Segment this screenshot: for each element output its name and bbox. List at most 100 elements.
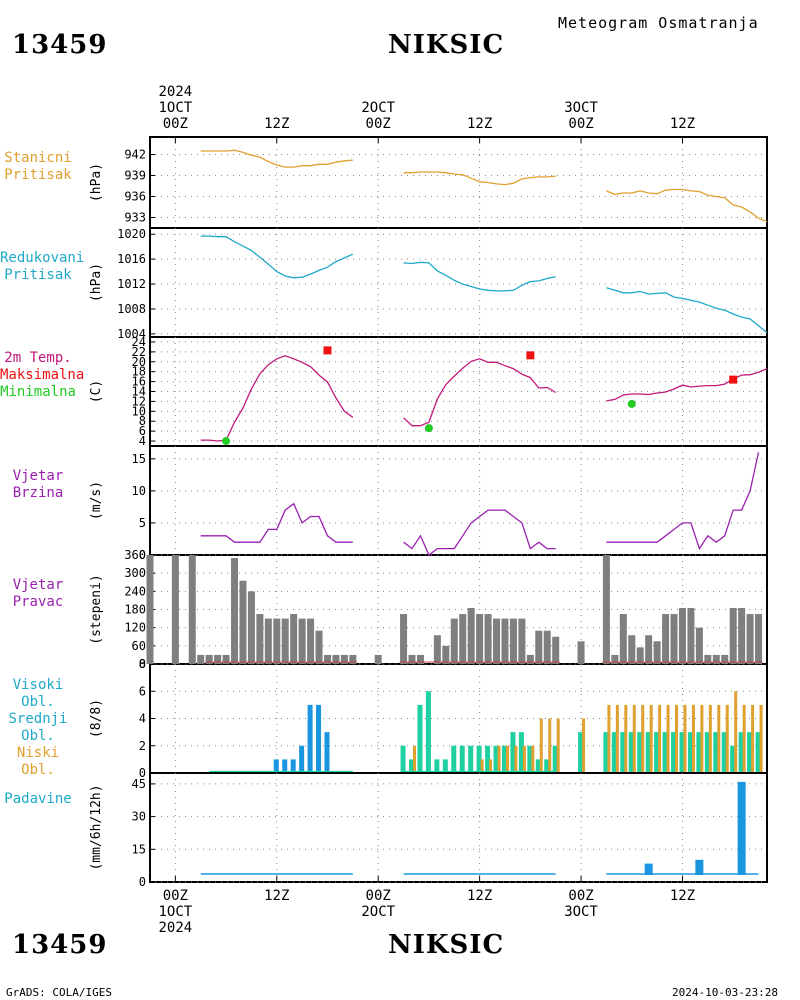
wind-direction-bar <box>340 654 348 664</box>
wind-direction-bar <box>484 614 492 664</box>
panel-label-temp: 2m Temp. Maksimalna Minimalna <box>0 350 84 401</box>
y-tick-label: 12 <box>132 394 146 408</box>
station-name-top: NIKSIC <box>388 30 505 60</box>
low-cloud-bar <box>607 704 611 772</box>
low-cloud-bar <box>658 704 662 772</box>
wind-direction-bar <box>171 555 179 664</box>
y-axis-unit: (C) <box>89 380 104 403</box>
wind-direction-bar <box>645 635 653 664</box>
wind-direction-bar <box>535 630 543 664</box>
wind-direction-bar <box>704 654 712 664</box>
wind-direction-bar <box>493 618 501 664</box>
wind-direction-bar <box>738 607 746 664</box>
low-cloud-bar <box>683 704 687 772</box>
panel-label-pressure: Stanicni Pritisak <box>0 150 76 184</box>
y-axis-unit: (mm/6h/12h) <box>89 784 104 870</box>
wind-direction-bar <box>214 654 222 664</box>
wind-direction-bar <box>628 635 636 664</box>
wind-direction-bar <box>695 627 703 664</box>
wind-direction-bar <box>315 630 323 664</box>
mid-cloud-bar <box>704 732 710 772</box>
temperature-line <box>200 355 354 442</box>
low-cloud-bar <box>480 759 484 772</box>
high-cloud-bar <box>316 704 322 772</box>
low-cloud-bar <box>548 718 552 772</box>
panel-label-line: Stanicni <box>4 149 72 166</box>
y-tick-label: 6 <box>139 684 146 698</box>
footer-timestamp: 2024-10-03-23:28 <box>672 986 778 999</box>
y-tick-label: 120 <box>124 621 146 635</box>
panel-label-line: Vjetar <box>12 467 64 484</box>
time-tick-label: 00Z 3OCT <box>551 888 611 920</box>
wind-direction-bar <box>332 654 340 664</box>
time-tick-line: 2024 <box>158 920 193 936</box>
mid-cloud-bar <box>687 732 693 772</box>
time-tick-line: 1OCT <box>158 100 193 116</box>
wind-speed-line <box>403 509 556 557</box>
time-tick-label: 2024 1OCT 00Z <box>145 84 205 132</box>
wind-direction-bar <box>416 654 424 664</box>
mid-cloud-bar <box>637 732 643 772</box>
wind-direction-bar <box>755 614 763 664</box>
low-cloud-bar <box>632 704 636 772</box>
time-tick-line: 00Z <box>568 888 594 904</box>
low-cloud-bar <box>725 704 729 772</box>
mid-cloud-bar <box>611 732 617 772</box>
min-temp-marker <box>627 399 636 408</box>
y-tick-label: 8 <box>139 414 146 428</box>
time-tick-line: 3OCT <box>564 904 598 920</box>
time-tick-label: 2OCT 00Z <box>348 100 408 132</box>
low-cloud-bar <box>531 745 535 772</box>
panel-label-line: Vjetar <box>12 576 64 593</box>
wind-direction-bar <box>552 636 560 664</box>
wind-direction-bar <box>273 618 281 664</box>
temperature-line <box>403 358 557 427</box>
precip-bar <box>737 781 746 875</box>
low-cloud-bar <box>691 704 695 772</box>
y-tick-label: 15 <box>132 452 146 466</box>
wind-direction-bar <box>290 614 298 664</box>
low-cloud-bar <box>539 718 543 772</box>
low-cloud-bar <box>522 745 526 772</box>
time-tick-line: 3OCT <box>564 100 598 116</box>
mid-cloud-bar <box>476 745 482 772</box>
panel-label-line: Niski Obl. <box>16 745 60 778</box>
wind-direction-bar <box>501 618 509 664</box>
high-cloud-bar <box>307 704 313 772</box>
mid-cloud-bar <box>485 745 491 772</box>
y-tick-label: 24 <box>132 335 146 349</box>
mid-cloud-bar <box>468 745 474 772</box>
y-axis-unit: (m/s) <box>89 481 104 520</box>
time-tick-line: 12Z <box>264 888 290 904</box>
y-axis-unit: (8/8) <box>89 699 104 738</box>
y-tick-label: 4 <box>139 434 146 448</box>
mid-cloud-bar <box>442 759 448 772</box>
low-cloud-bar <box>751 704 755 772</box>
wind-direction-bar <box>231 558 239 664</box>
low-cloud-bar <box>641 704 645 772</box>
mid-cloud-bar <box>628 732 634 772</box>
wind-direction-bar <box>746 614 754 664</box>
wind-direction-bar <box>188 555 196 664</box>
station-pressure-line <box>403 171 556 186</box>
panel-label-line: Visoki Obl. <box>12 677 64 710</box>
low-cloud-bar <box>489 759 493 772</box>
wind-direction-bar <box>323 654 331 664</box>
time-tick-label: 12Z <box>247 116 307 132</box>
mid-cloud-bar <box>671 732 677 772</box>
mid-cloud-bar <box>434 759 440 772</box>
panel-label-line: 2m Temp. <box>4 350 72 366</box>
time-tick-label: 12Z <box>450 888 510 904</box>
panel-label-line: Minimalna <box>0 384 76 400</box>
low-cloud-bar <box>734 691 738 772</box>
wind-direction-bar <box>712 654 720 664</box>
precip-bar <box>644 863 653 875</box>
y-tick-label: 936 <box>124 190 146 204</box>
wind-direction-bar <box>298 618 306 664</box>
y-tick-label: 0 <box>139 548 146 562</box>
panel-frame-precip <box>149 772 768 883</box>
panel-label-line: Pravac <box>12 593 64 610</box>
y-tick-label: 360 <box>124 548 146 562</box>
low-cloud-bar <box>708 704 712 772</box>
